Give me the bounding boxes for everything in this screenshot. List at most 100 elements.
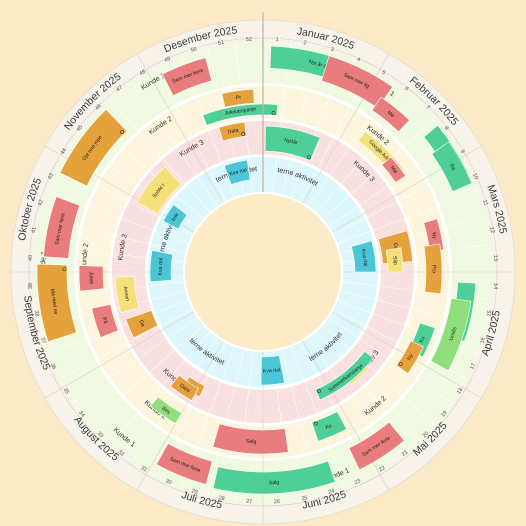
activity-chip[interactable]: Slip <box>385 247 404 273</box>
week-number: 23 <box>354 478 362 486</box>
week-number: 50 <box>190 46 198 54</box>
week-number: 38 <box>33 310 40 317</box>
activity-label: Sa <box>448 163 456 172</box>
week-number: 41 <box>31 227 38 234</box>
activity-label: Slip <box>391 256 398 265</box>
week-number: 2 <box>303 40 307 46</box>
week-number: 32 <box>117 449 126 457</box>
activity-chip[interactable]: Julekampanje <box>202 103 278 126</box>
activity-chip[interactable]: Nyttår <box>264 125 321 162</box>
week-number: 9 <box>459 149 466 155</box>
activity-chip[interactable]: Sam mer ferie <box>43 196 81 259</box>
week-number: 22 <box>378 465 386 473</box>
activity-chip[interactable]: Kva rtal <box>351 240 377 273</box>
activity-chip[interactable]: Da <box>125 310 159 339</box>
activity-chip[interactable]: Juleb <box>78 265 105 292</box>
ring-label-kunde2: Kunde 2 <box>81 243 90 270</box>
week-number: 24 <box>328 488 336 496</box>
activity-label: Da <box>138 319 146 328</box>
activity-label: På <box>101 316 110 324</box>
activity-label: Ny <box>430 232 437 240</box>
center-hole <box>185 194 341 350</box>
week-number: 19 <box>440 410 448 419</box>
activity-chip[interactable]: Bes <box>150 396 182 424</box>
info-icon <box>62 267 67 272</box>
week-number: 1 <box>275 37 278 43</box>
activity-chip[interactable]: Salg <box>212 460 336 495</box>
activity-chip[interactable]: SoMe r <box>136 166 182 215</box>
week-number: 11 <box>481 199 488 206</box>
activity-chip[interactable]: Inte <box>162 204 188 230</box>
week-number: 43 <box>47 173 55 181</box>
info-icon <box>317 389 321 393</box>
activity-chip[interactable]: Sam mer ferie <box>348 421 405 471</box>
week-number: 37 <box>39 337 47 345</box>
week-number: 5 <box>380 70 386 77</box>
activity-chip[interactable]: Kva rtal <box>149 250 174 283</box>
activity-chip[interactable]: Gje nno mpe <box>59 109 128 187</box>
activity-label: Data <box>227 127 239 135</box>
activity-chip[interactable]: Ny <box>396 340 424 374</box>
week-number: 4 <box>356 57 361 64</box>
activity-label: Ma rked sa <box>49 288 59 314</box>
activity-label: Pro <box>431 265 437 273</box>
activity-label: Nyttår <box>283 136 298 146</box>
activity-label: Data <box>178 383 191 394</box>
activity-chip[interactable]: Kva rtal <box>260 355 285 386</box>
info-icon <box>398 362 403 367</box>
week-number: 25 <box>301 495 308 502</box>
activity-chip[interactable]: Pr <box>221 88 255 108</box>
activity-chip[interactable]: Mø <box>381 156 407 183</box>
activity-chip[interactable]: Sam mer ferie <box>155 443 213 485</box>
activity-chip[interactable]: Mø <box>371 96 410 133</box>
week-number: 18 <box>456 387 464 395</box>
activity-chip[interactable]: Data <box>218 121 247 142</box>
info-icon <box>313 421 318 426</box>
week-number: 20 <box>422 431 431 440</box>
week-number: 39 <box>28 283 34 289</box>
activity-label: Ku <box>419 336 427 344</box>
activity-label: Inte <box>171 212 181 223</box>
week-number: 44 <box>60 148 68 156</box>
week-number: 17 <box>469 363 477 371</box>
activity-label: Umills <box>449 326 459 342</box>
activity-label: Pr <box>236 95 242 102</box>
week-number: 36 <box>49 363 57 371</box>
activity-chip[interactable]: Ma rked sa <box>36 263 77 343</box>
week-number: 40 <box>28 255 34 261</box>
activity-label: Annon <box>122 286 130 302</box>
week-number: 51 <box>218 40 225 47</box>
activity-chip[interactable]: Annon <box>114 276 140 314</box>
activity-label: Ku <box>325 423 333 431</box>
info-icon <box>307 155 311 160</box>
activity-chip[interactable]: Salg <box>212 423 289 455</box>
week-number: 35 <box>62 387 70 395</box>
activity-chip[interactable]: Sam mer lig <box>321 55 394 109</box>
activity-chip[interactable]: Sa <box>431 141 473 192</box>
week-number: 28 <box>218 495 225 502</box>
activity-chip[interactable]: Sam mer ferie <box>161 57 213 96</box>
info-icon <box>271 110 276 115</box>
info-icon <box>241 131 245 136</box>
activity-label: Mø <box>386 110 396 120</box>
activity-chip[interactable]: Ku <box>311 411 347 442</box>
week-number: 8 <box>443 126 450 132</box>
activity-label: Ny <box>406 353 415 362</box>
activity-label: Julekampanje <box>224 106 257 116</box>
activity-label: Salg <box>269 480 280 487</box>
week-number: 14 <box>492 283 498 289</box>
activity-chip[interactable]: Umills <box>430 298 472 371</box>
activity-label: Salg <box>246 439 257 446</box>
week-number: 49 <box>164 56 172 64</box>
week-number: 10 <box>471 173 479 181</box>
activity-chip[interactable]: Data <box>170 374 199 401</box>
week-number: 31 <box>140 465 148 473</box>
week-number: 21 <box>401 449 410 457</box>
week-number: 34 <box>77 410 85 419</box>
activity-chip[interactable]: Kva rtal <box>223 159 251 185</box>
activity-chip[interactable]: På <box>91 304 119 338</box>
activity-chip[interactable]: Pro <box>423 243 443 295</box>
week-number: 33 <box>96 431 105 440</box>
ring-label-kunde3: Kunde 3 <box>117 233 128 260</box>
